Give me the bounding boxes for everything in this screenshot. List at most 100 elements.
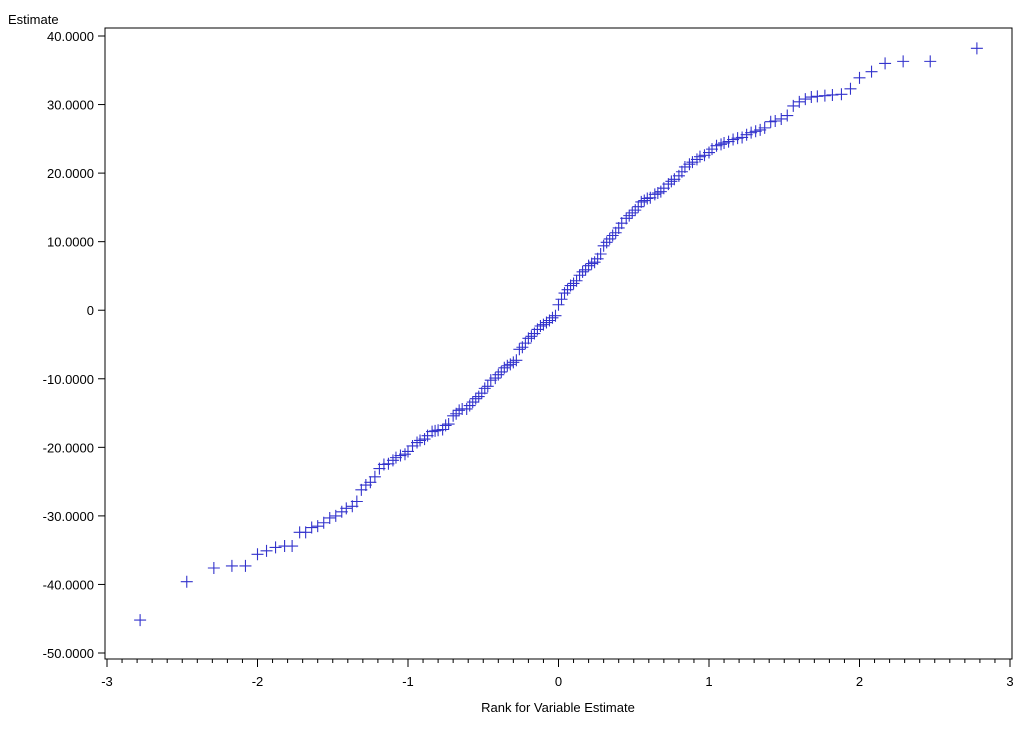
x-tick-label: -1 bbox=[402, 674, 414, 689]
data-point bbox=[651, 186, 664, 199]
data-point bbox=[501, 359, 514, 372]
data-point bbox=[510, 354, 523, 367]
data-point bbox=[781, 109, 794, 122]
data-point bbox=[648, 188, 661, 201]
data-point bbox=[635, 195, 648, 208]
data-point bbox=[429, 424, 442, 437]
data-point bbox=[386, 454, 399, 467]
data-point bbox=[853, 71, 866, 84]
data-point bbox=[594, 248, 607, 261]
data-point bbox=[350, 495, 363, 508]
data-point bbox=[606, 229, 619, 242]
data-point bbox=[305, 521, 318, 534]
data-point bbox=[513, 343, 526, 356]
data-point bbox=[398, 448, 411, 461]
data-point bbox=[826, 88, 839, 101]
data-point bbox=[368, 470, 381, 483]
data-point bbox=[225, 559, 238, 572]
data-point bbox=[269, 541, 282, 554]
data-point bbox=[507, 356, 520, 369]
data-point bbox=[180, 575, 193, 588]
data-point bbox=[597, 239, 610, 252]
data-point bbox=[534, 319, 547, 332]
data-point bbox=[239, 559, 252, 572]
data-point bbox=[466, 396, 479, 409]
data-point bbox=[758, 121, 771, 134]
data-point bbox=[576, 265, 589, 278]
data-point bbox=[570, 274, 583, 287]
y-tick-label: 20.0000 bbox=[47, 166, 94, 181]
data-point bbox=[654, 185, 667, 198]
data-point bbox=[460, 402, 473, 415]
data-point bbox=[662, 178, 675, 191]
x-tick-label: -2 bbox=[252, 674, 264, 689]
x-tick-label: 0 bbox=[555, 674, 562, 689]
data-point bbox=[811, 90, 824, 103]
data-point bbox=[591, 252, 604, 265]
data-point bbox=[323, 511, 336, 524]
y-axis: -50.0000 -40.0000 -30.0000 -20.0000 -10.0000… bbox=[43, 29, 105, 661]
data-point bbox=[603, 232, 616, 245]
data-point bbox=[879, 57, 892, 70]
x-tick-label: 2 bbox=[856, 674, 863, 689]
x-tick-label: 1 bbox=[705, 674, 712, 689]
data-points bbox=[134, 42, 983, 627]
data-point bbox=[582, 259, 595, 272]
data-point bbox=[609, 226, 622, 239]
data-point bbox=[317, 516, 330, 529]
data-point bbox=[475, 387, 488, 400]
data-point bbox=[558, 287, 571, 300]
data-point bbox=[793, 95, 806, 108]
data-point bbox=[481, 380, 494, 393]
data-point bbox=[799, 93, 812, 106]
data-point bbox=[492, 368, 505, 381]
data-point bbox=[567, 277, 580, 290]
y-tick-label: -10.0000 bbox=[43, 372, 94, 387]
y-tick-label: -20.0000 bbox=[43, 440, 94, 455]
data-point bbox=[251, 548, 264, 561]
data-point bbox=[311, 520, 324, 533]
data-point bbox=[134, 614, 147, 627]
y-tick-label: -30.0000 bbox=[43, 509, 94, 524]
data-point bbox=[555, 293, 568, 306]
data-point bbox=[207, 561, 220, 574]
data-point bbox=[546, 311, 559, 324]
data-point bbox=[844, 82, 857, 95]
data-point bbox=[612, 221, 625, 234]
data-point bbox=[260, 544, 273, 557]
data-point bbox=[620, 212, 633, 225]
data-point bbox=[450, 407, 463, 420]
data-point bbox=[418, 433, 431, 446]
data-point bbox=[585, 257, 598, 270]
y-tick-label: 30.0000 bbox=[47, 98, 94, 113]
y-tick-label: -50.0000 bbox=[43, 646, 94, 661]
data-point bbox=[439, 419, 452, 432]
data-point bbox=[787, 99, 800, 112]
data-point bbox=[588, 256, 601, 269]
data-point bbox=[629, 204, 642, 217]
data-point bbox=[329, 509, 342, 522]
plot-frame bbox=[104, 27, 1013, 660]
data-point bbox=[703, 146, 715, 159]
data-point bbox=[525, 330, 538, 343]
data-point bbox=[478, 382, 491, 395]
y-tick-label: 0 bbox=[87, 303, 94, 318]
data-point bbox=[805, 91, 818, 104]
data-point bbox=[638, 194, 651, 207]
data-point bbox=[970, 42, 983, 55]
data-point bbox=[426, 425, 439, 438]
data-point bbox=[835, 88, 848, 101]
data-point bbox=[675, 165, 688, 178]
data-point bbox=[897, 55, 910, 68]
data-point bbox=[519, 337, 532, 350]
data-point bbox=[504, 358, 517, 371]
data-point bbox=[549, 309, 562, 322]
data-point bbox=[641, 192, 654, 205]
y-tick-label: 10.0000 bbox=[47, 235, 94, 250]
y-axis-label: Estimate bbox=[8, 12, 59, 27]
data-point bbox=[769, 115, 782, 128]
data-point bbox=[564, 279, 577, 292]
data-point bbox=[522, 332, 535, 345]
data-point bbox=[683, 158, 696, 171]
